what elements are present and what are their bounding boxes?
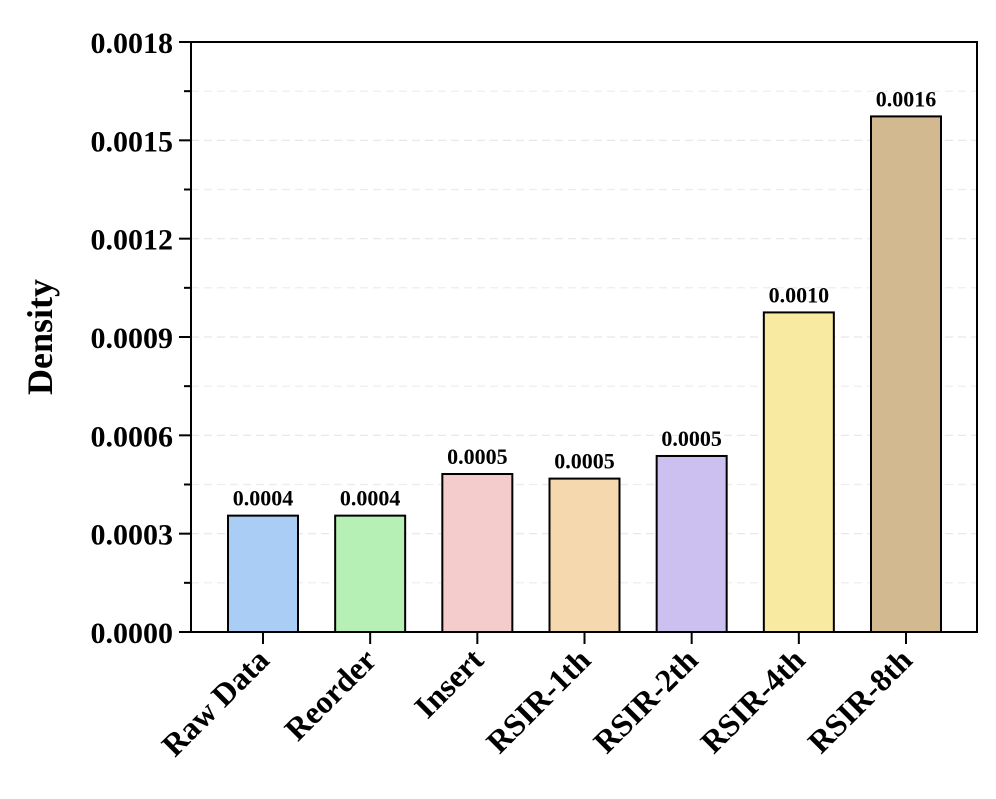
bar-value-label: 0.0005 bbox=[447, 444, 508, 469]
x-axis-ticks: Raw Data Reorder InsertRSIR-1thRSIR-2thRSI… bbox=[154, 632, 919, 763]
bar bbox=[762, 311, 835, 633]
x-tick-label: RSIR-4th bbox=[693, 641, 812, 760]
x-tick-label: Reorder bbox=[277, 641, 383, 747]
x-tick-label: Raw Data bbox=[154, 641, 276, 763]
bars bbox=[227, 115, 942, 634]
y-tick-label: 0.0018 bbox=[91, 27, 174, 60]
y-axis-title: Density bbox=[20, 279, 60, 395]
bar-value-label: 0.0016 bbox=[876, 86, 937, 111]
y-tick-label: 0.0000 bbox=[91, 617, 174, 650]
bar-value-label: 0.0004 bbox=[233, 486, 294, 511]
data-labels: 0.0004 0.0004 0.0005 0.0005 0.0005 0.0010 0.00… bbox=[233, 86, 937, 510]
x-tick-label: RSIR-2th bbox=[586, 641, 705, 760]
bar bbox=[870, 115, 942, 633]
bar-value-label: 0.0010 bbox=[769, 282, 830, 307]
bar bbox=[548, 477, 621, 633]
y-tick-label: 0.0006 bbox=[91, 420, 174, 453]
x-tick-label: RSIR-8th bbox=[800, 641, 919, 760]
y-tick-label: 0.0015 bbox=[91, 125, 174, 158]
x-tick-label: RSIR-1th bbox=[479, 641, 598, 760]
y-tick-label: 0.0003 bbox=[91, 519, 174, 552]
y-tick-label: 0.0009 bbox=[91, 322, 174, 355]
bar bbox=[227, 514, 299, 634]
bar-value-label: 0.0004 bbox=[340, 486, 401, 511]
x-tick-label: Insert bbox=[407, 641, 491, 725]
bar bbox=[655, 454, 728, 633]
bar bbox=[441, 473, 514, 633]
bar-value-label: 0.0005 bbox=[554, 449, 615, 474]
bar-value-label: 0.0005 bbox=[661, 426, 722, 451]
bar bbox=[334, 514, 407, 634]
y-tick-label: 0.0012 bbox=[91, 224, 174, 257]
y-axis-ticks: 0.0000 0.0003 0.0006 0.0009 0.0012 0.0015 0.00… bbox=[91, 27, 191, 650]
